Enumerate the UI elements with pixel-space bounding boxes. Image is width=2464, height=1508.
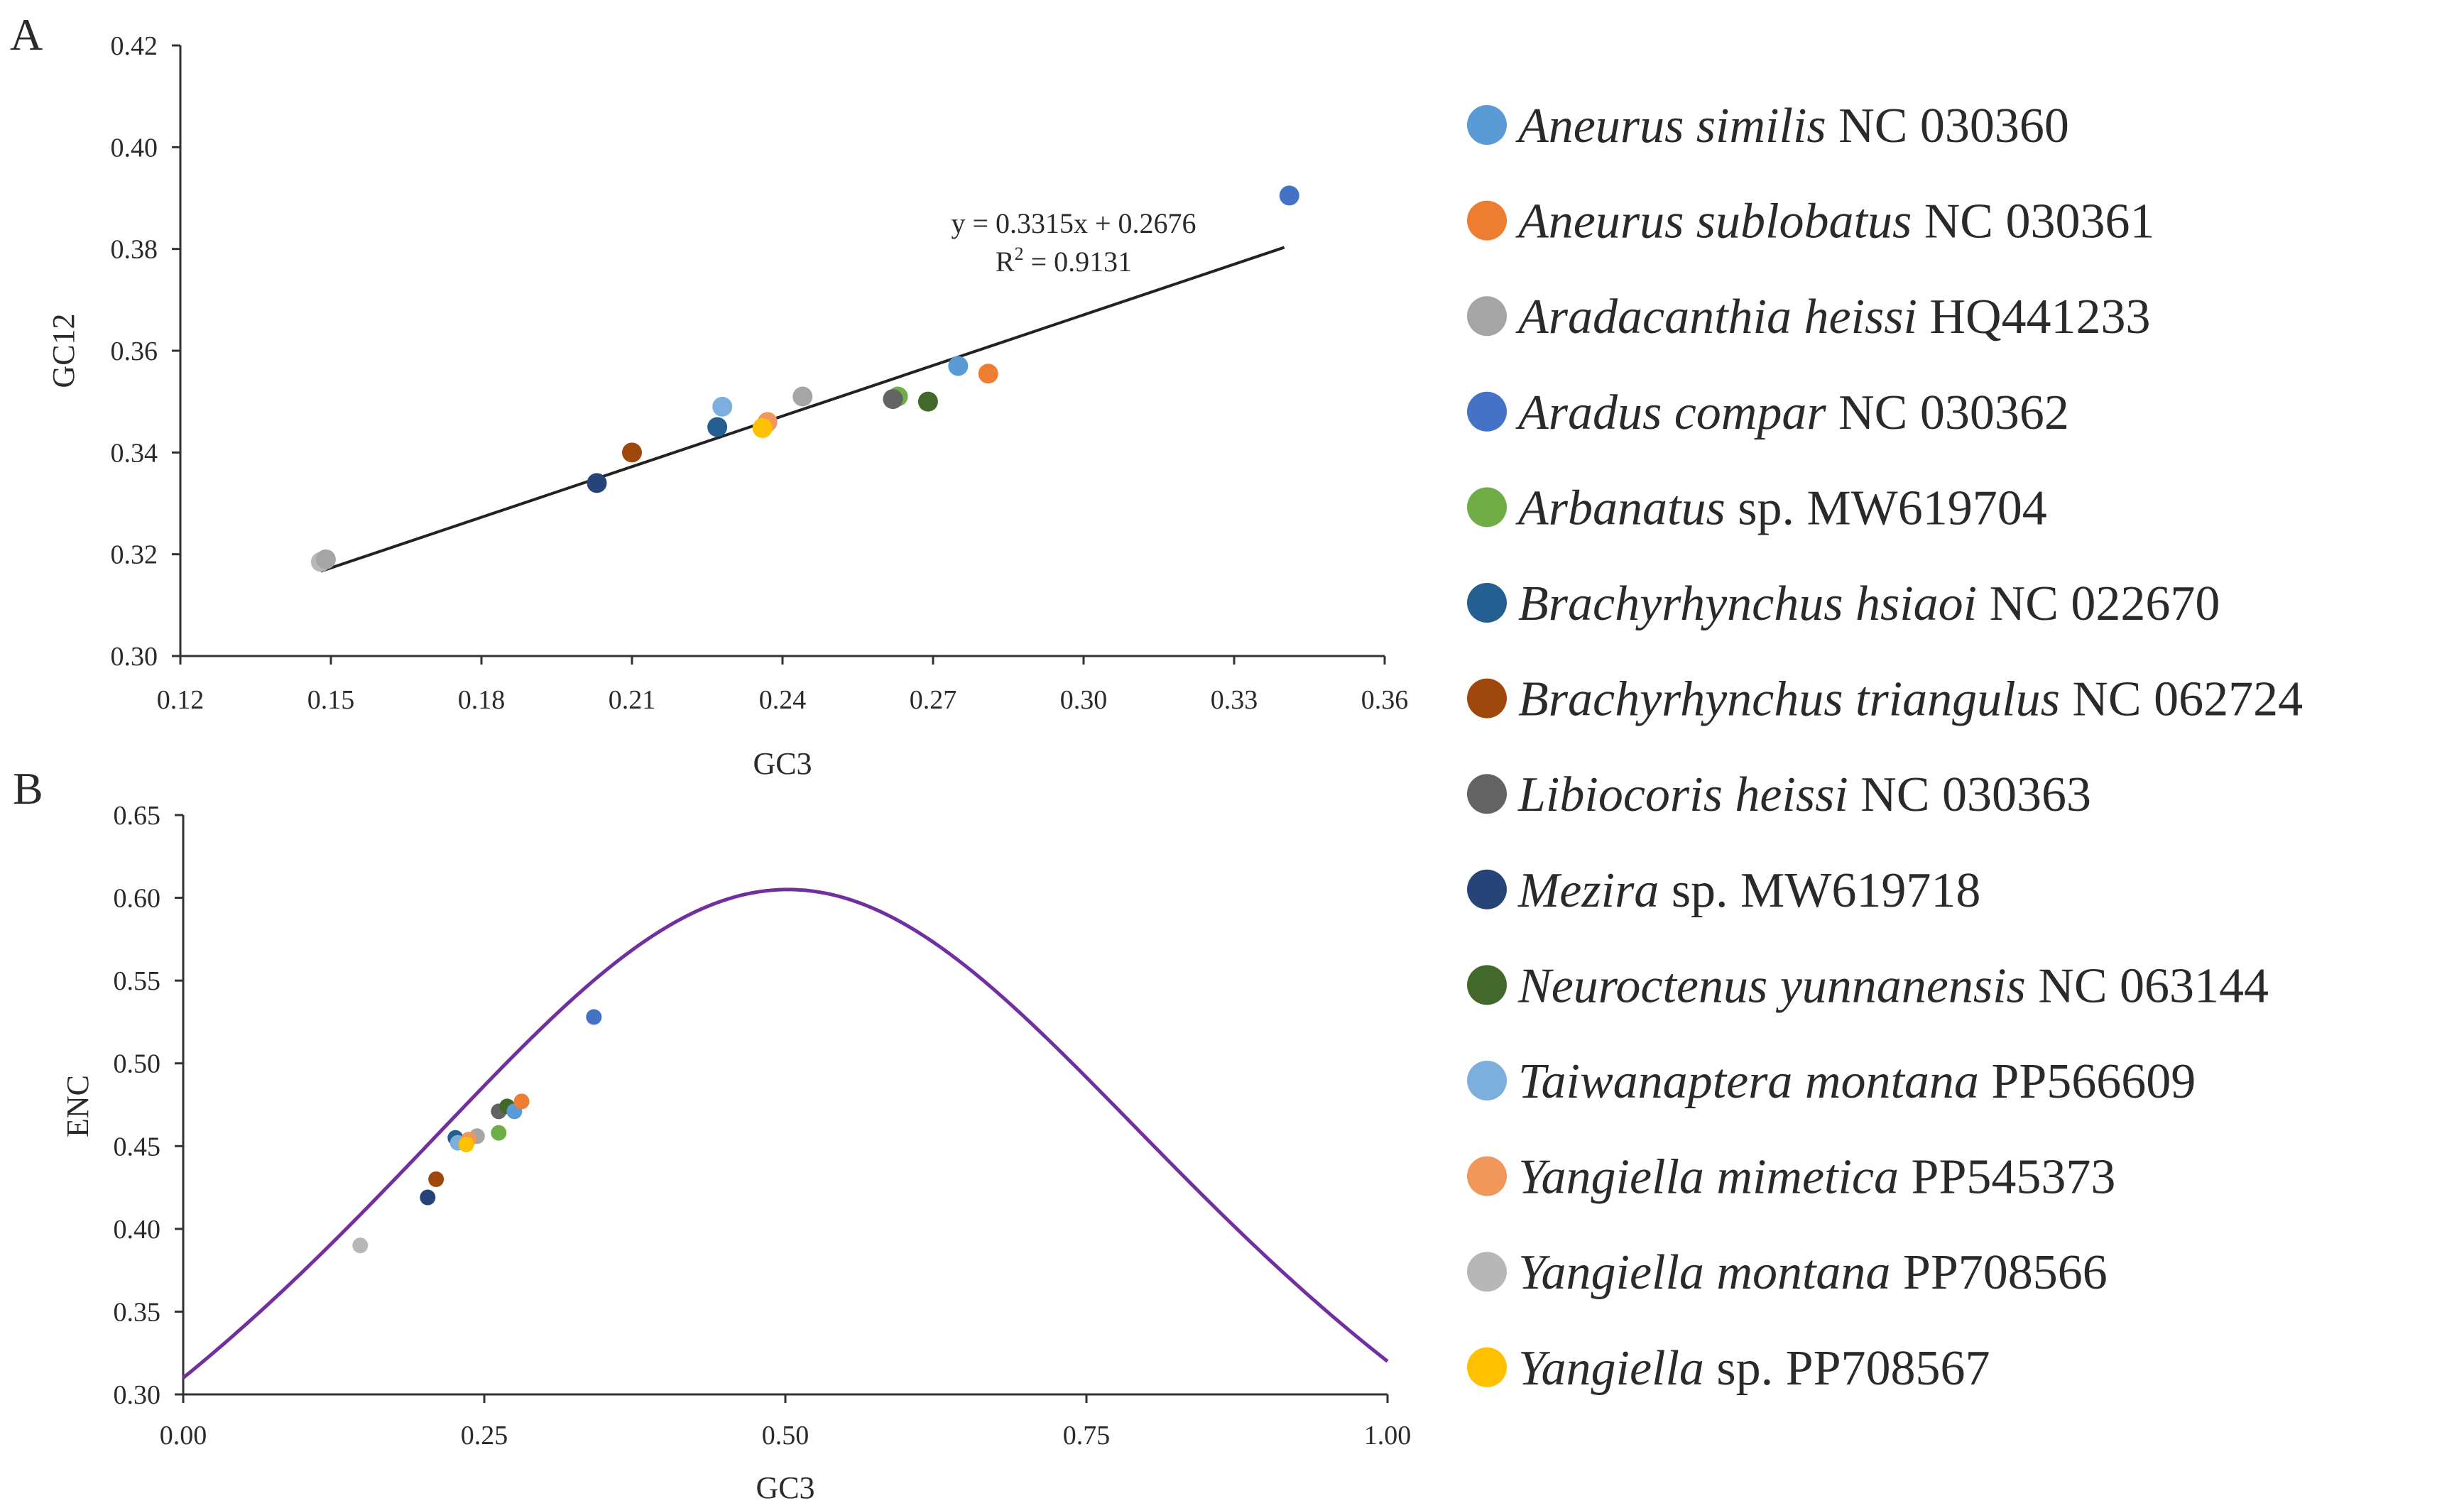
panel-b-y-axis-label: ENC	[60, 1075, 95, 1137]
legend-entry: Neuroctenus yunnanensis NC 063144	[1517, 958, 2269, 1013]
panel-a-y-axis-label: GC12	[46, 313, 81, 388]
panel-a-y-tick-label: 0.34	[111, 438, 158, 468]
panel-a-x-tick-label: 0.15	[307, 685, 355, 715]
legend-marker	[1467, 869, 1507, 909]
panel-b-data-point	[458, 1136, 474, 1152]
legend-marker	[1467, 105, 1507, 145]
panel-a-y-tick-label: 0.38	[111, 235, 158, 265]
legend-entry: Taiwanaptera montana PP566609	[1518, 1054, 2196, 1109]
panel-a-x-tick-label: 0.21	[609, 685, 656, 715]
legend-marker	[1467, 1061, 1507, 1100]
panel-a-data-point	[622, 442, 642, 463]
panel-a-y-tick-label: 0.30	[111, 642, 158, 672]
panel-b-y-tick-label: 0.40	[114, 1215, 161, 1245]
panel-b-data-point	[586, 1009, 602, 1025]
legend-entry: Aradacanthia heissi HQ441233	[1515, 290, 2151, 344]
panel-a-x-tick-label: 0.36	[1361, 685, 1409, 715]
panel-b-x-tick-label: 0.75	[1063, 1421, 1111, 1450]
panel-a-data-point	[917, 391, 938, 412]
panel-a-letter: A	[10, 9, 43, 60]
legend-marker	[1467, 583, 1507, 623]
panel-a-y-tick-label: 0.42	[111, 31, 158, 61]
legend-marker	[1467, 296, 1507, 337]
panel-a-data-point	[978, 364, 998, 384]
legend-entry: Arbanatus sp. MW619704	[1515, 481, 2047, 535]
panel-b-data-point	[352, 1237, 369, 1254]
legend-entry: Yangiella montana PP708566	[1518, 1245, 2108, 1300]
panel-b-x-tick-label: 0.25	[461, 1421, 508, 1450]
legend-entry: Mezira sp. MW619718	[1517, 863, 1980, 918]
panel-a-data-point	[712, 396, 733, 417]
panel-a-x-tick-label: 0.27	[910, 685, 957, 715]
panel-b-x-tick-label: 0.50	[762, 1421, 809, 1450]
chart-panel-a: 0.30 0.32 0.34 0.36 0.38 0.40 0.42 0.12 0.15 0.18…	[46, 31, 1408, 781]
legend-marker	[1467, 391, 1507, 432]
panel-b-y-tick-label: 0.55	[114, 966, 161, 996]
panel-b-data-point	[428, 1171, 445, 1187]
panel-b-data-point	[420, 1189, 436, 1206]
panel-a-data-point	[315, 549, 336, 569]
panel-a-x-tick-label: 0.18	[458, 685, 506, 715]
panel-b-x-tick-label: 0.00	[160, 1421, 207, 1450]
legend-marker	[1467, 1156, 1507, 1196]
legend-entry: Aneurus similis NC 030360	[1515, 99, 2069, 153]
panel-b-y-tick-label: 0.30	[114, 1380, 161, 1410]
panel-b-x-axis-label: GC3	[756, 1470, 814, 1505]
panel-b-y-tick-label: 0.45	[114, 1132, 161, 1162]
legend-entry: Aneurus sublobatus NC 030361	[1515, 195, 2154, 249]
legend-marker	[1467, 774, 1507, 814]
legend-marker	[1467, 487, 1507, 528]
panel-b-y-tick-label: 0.65	[114, 801, 161, 831]
panel-a-y-tick-label: 0.40	[111, 133, 158, 163]
panel-a-x-tick-label: 0.33	[1211, 685, 1258, 715]
panel-a-data-point	[752, 417, 773, 438]
chart-panel-b: 0.30 0.35 0.40 0.45 0.50 0.55 0.60 0.65 0.00 0.25…	[60, 801, 1411, 1505]
panel-b-x-tick-label: 1.00	[1364, 1421, 1412, 1450]
expected-enc-curve	[182, 887, 1389, 1379]
panel-b-data-point	[513, 1093, 530, 1110]
panel-a-x-tick-label: 0.12	[157, 685, 205, 715]
legend-entry: Libiocoris heissi NC 030363	[1517, 767, 2091, 822]
panel-a-x-tick-label: 0.24	[759, 685, 807, 715]
panel-a-y-tick-label: 0.32	[111, 540, 158, 570]
panel-b-y-tick-label: 0.35	[114, 1297, 161, 1327]
legend-marker	[1467, 1252, 1507, 1292]
panel-a-y-tick-label: 0.36	[111, 337, 158, 366]
legend-marker	[1467, 1347, 1507, 1387]
panel-b-y-tick-label: 0.60	[114, 884, 161, 914]
panel-a-data-point	[587, 473, 607, 493]
panel-a-data-point	[792, 386, 813, 407]
regression-equation: y = 0.3315x + 0.2676	[951, 207, 1196, 239]
legend-entry: Brachyrhynchus triangulus NC 062724	[1518, 672, 2303, 727]
legend: Aneurus similis NC 030360 Aneurus subloba…	[1467, 99, 2303, 1396]
panel-a-data-point	[1279, 185, 1299, 206]
legend-marker	[1467, 200, 1507, 241]
r-squared-label: R2 = 0.9131	[996, 244, 1132, 278]
legend-marker	[1467, 678, 1507, 719]
legend-entry: Yangiella mimetica PP545373	[1518, 1150, 2115, 1205]
panel-a-data-point	[883, 389, 903, 410]
legend-entry: Brachyrhynchus hsiaoi NC 022670	[1518, 577, 2220, 631]
panel-b-y-tick-label: 0.50	[114, 1049, 161, 1079]
panel-b-letter: B	[13, 763, 43, 814]
panel-a-x-tick-label: 0.30	[1060, 685, 1108, 715]
legend-marker	[1467, 965, 1507, 1005]
panel-b-data-point	[491, 1125, 507, 1141]
regression-line	[320, 246, 1285, 573]
panel-a-data-point	[948, 356, 969, 376]
panel-a-x-axis-label: GC3	[753, 746, 812, 781]
legend-entry: Aradus compar NC 030362	[1515, 386, 2069, 440]
panel-a-data-point	[707, 417, 728, 437]
legend-entry: Yangiella sp. PP708567	[1518, 1341, 1990, 1396]
